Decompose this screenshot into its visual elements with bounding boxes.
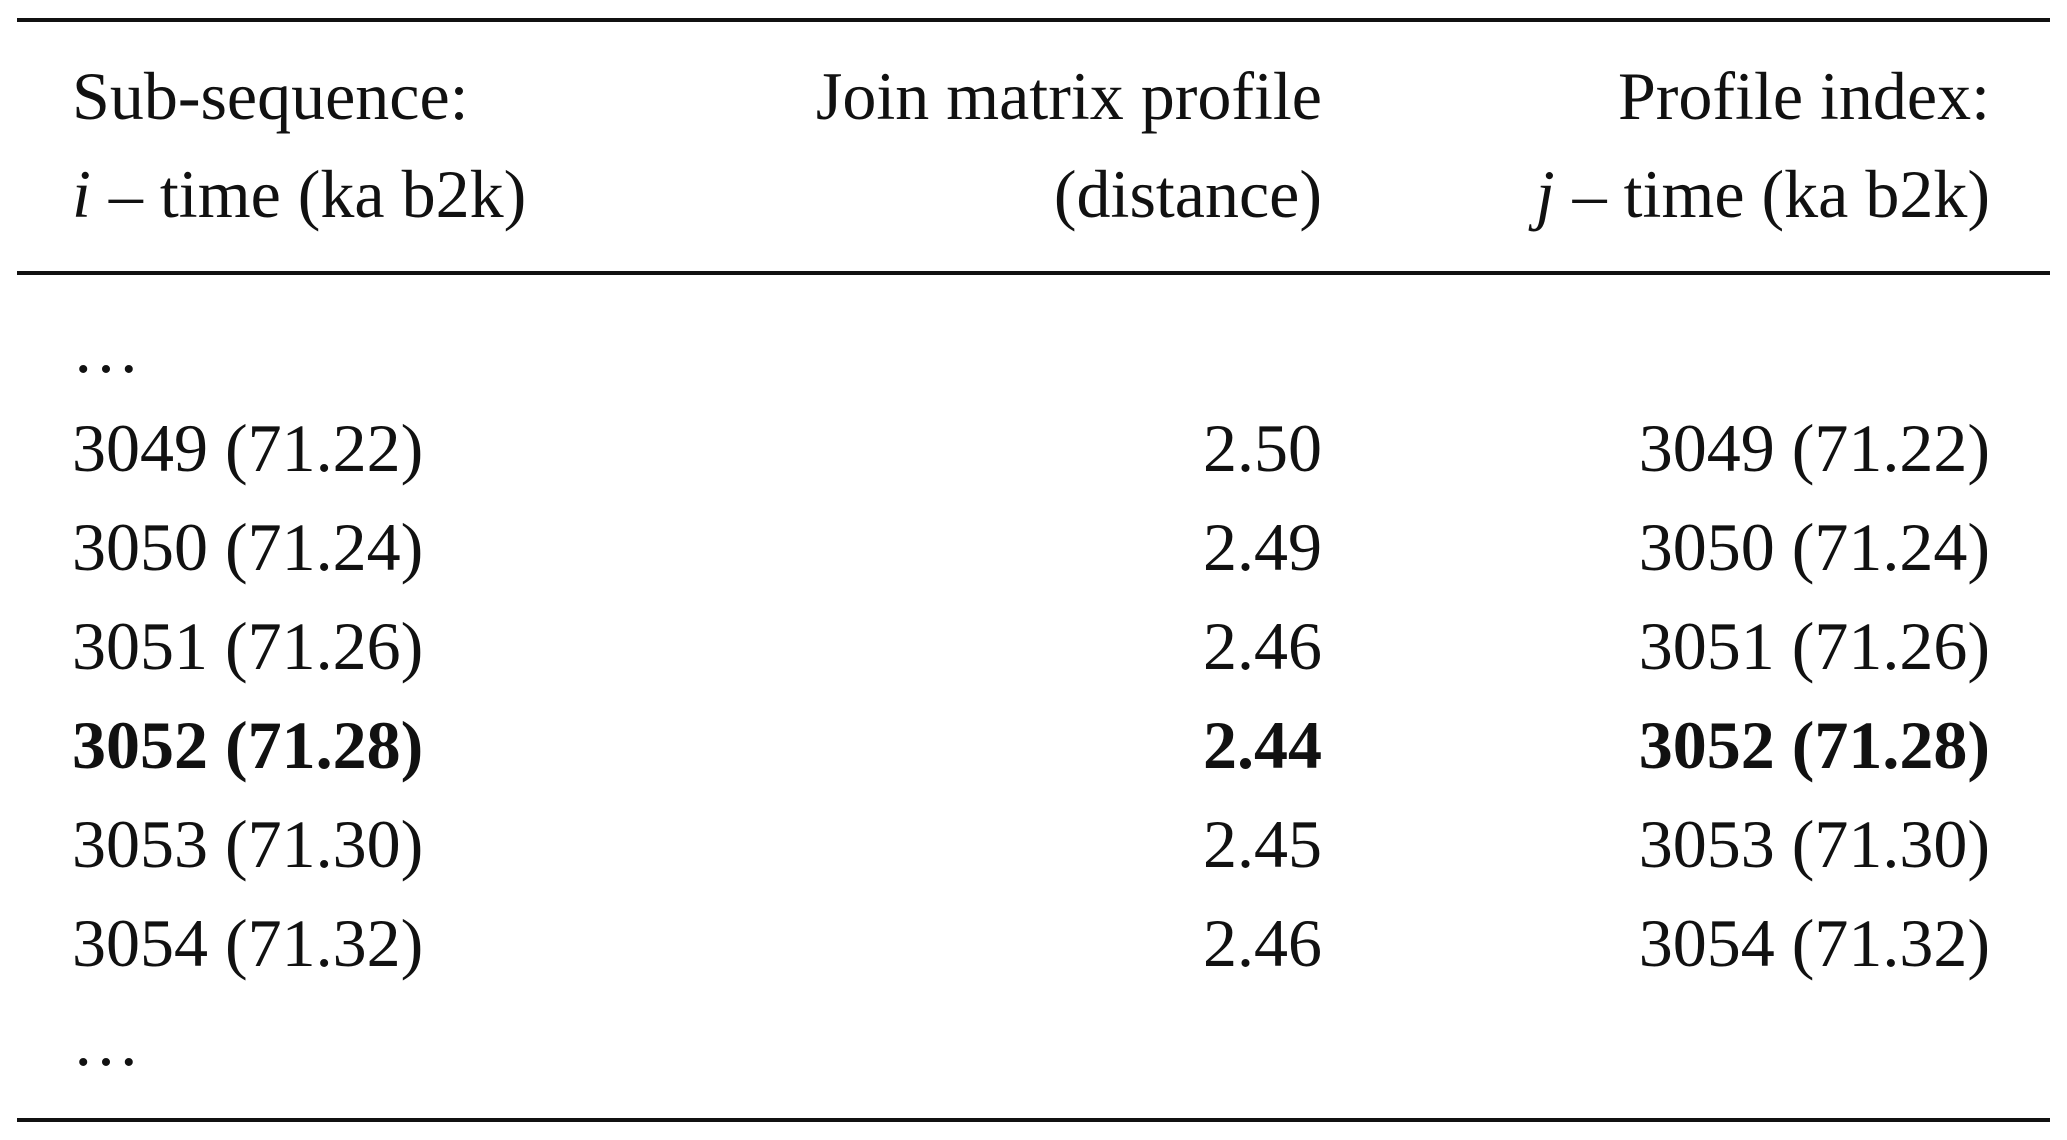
- header-text: Profile index:: [1618, 58, 1990, 134]
- header-variable: i: [72, 156, 91, 232]
- table-cell: 3052 (71.28): [72, 707, 423, 783]
- table-cell: 2.49: [1203, 509, 1322, 585]
- header-text: (distance): [1054, 156, 1322, 232]
- table-cell: …: [72, 311, 140, 387]
- table-cell: 2.50: [1203, 410, 1322, 486]
- table-cell: 3051 (71.26): [1639, 608, 1990, 684]
- table-cell: 2.46: [1203, 905, 1322, 981]
- table-cell: 3052 (71.28): [1639, 707, 1990, 783]
- header-text: – time (ka b2k): [1572, 156, 1990, 232]
- table-cell: …: [72, 1004, 140, 1080]
- table-cell: 3054 (71.32): [72, 905, 423, 981]
- header-text: j – time (ka b2k): [1528, 156, 1990, 232]
- table-cell: 2.44: [1203, 707, 1322, 783]
- header-text: i – time (ka b2k): [72, 156, 526, 232]
- table-cell: 3053 (71.30): [72, 806, 423, 882]
- table-cell: 3050 (71.24): [72, 509, 423, 585]
- table-cell: 3050 (71.24): [1639, 509, 1990, 585]
- table-cell: 3053 (71.30): [1639, 806, 1990, 882]
- table-cell: 2.46: [1203, 608, 1322, 684]
- header-variable: j: [1528, 156, 1555, 232]
- table-cell: 3051 (71.26): [72, 608, 423, 684]
- header-text: Sub-sequence:: [72, 58, 469, 134]
- table-cell: 2.45: [1203, 806, 1322, 882]
- table-cell: 3049 (71.22): [72, 410, 423, 486]
- header-text: – time (ka b2k): [108, 156, 526, 232]
- header-text: Join matrix profile: [816, 58, 1322, 134]
- table-cell: 3054 (71.32): [1639, 905, 1990, 981]
- table-cell: 3049 (71.22): [1639, 410, 1990, 486]
